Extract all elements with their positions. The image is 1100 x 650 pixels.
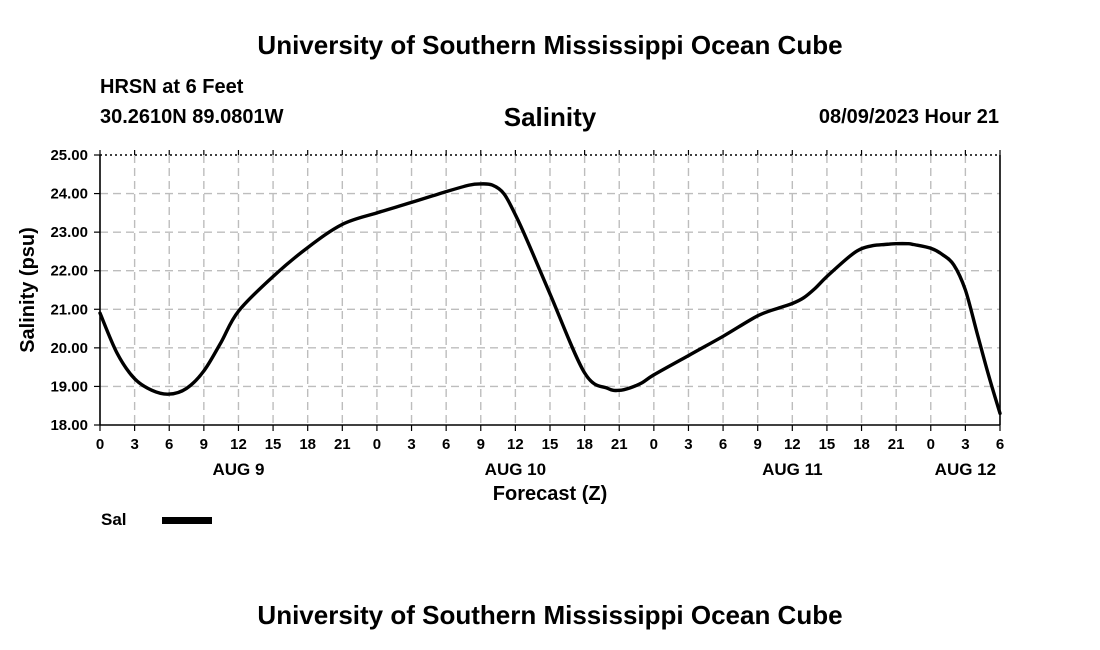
- x-axis-label: Forecast (Z): [493, 483, 607, 505]
- x-tick-label: 18: [853, 436, 870, 453]
- y-tick-label: 18.00: [50, 417, 88, 434]
- day-label: AUG 11: [762, 460, 822, 479]
- x-tick-label: 3: [407, 436, 415, 453]
- x-tick-label: 9: [200, 436, 208, 453]
- x-tick-label: 15: [542, 436, 559, 453]
- y-tick-label: 20.00: [50, 340, 88, 357]
- x-tick-label: 6: [442, 436, 450, 453]
- x-tick-label: 6: [165, 436, 173, 453]
- x-tick-label: 3: [961, 436, 969, 453]
- x-tick-label: 3: [684, 436, 692, 453]
- x-tick-label: 21: [334, 436, 351, 453]
- series-layer: [98, 182, 1002, 416]
- grid-layer: [100, 155, 1000, 425]
- x-tick-label: 0: [373, 436, 381, 453]
- x-tick-label: 0: [927, 436, 935, 453]
- x-tick-label: 21: [888, 436, 905, 453]
- y-tick-label: 21.00: [50, 301, 88, 318]
- chart-title: Salinity: [503, 102, 597, 132]
- legend-label: Sal: [101, 510, 127, 529]
- y-tick-label: 23.00: [50, 224, 88, 241]
- day-label: AUG 10: [485, 460, 546, 479]
- y-axis-label: Salinity (psu): [17, 227, 39, 353]
- y-tick-label: 25.00: [50, 147, 88, 164]
- axes-layer: [94, 150, 1001, 431]
- x-tick-label: 3: [130, 436, 138, 453]
- legend-swatch: [162, 517, 212, 524]
- y-tick-label: 24.00: [50, 186, 88, 203]
- series-line-sal: [98, 182, 1002, 416]
- station-name: HRSN at 6 Feet: [100, 76, 244, 98]
- x-tick-label: 9: [754, 436, 762, 453]
- x-tick-label: 15: [819, 436, 836, 453]
- x-tick-label: 6: [719, 436, 727, 453]
- station-coordinates: 30.2610N 89.0801W: [100, 106, 284, 128]
- y-tick-label: 19.00: [50, 378, 88, 395]
- x-tick-label: 6: [996, 436, 1004, 453]
- x-tick-label: 21: [611, 436, 628, 453]
- forecast-datetime: 08/09/2023 Hour 21: [818, 106, 999, 128]
- x-tick-label: 0: [650, 436, 658, 453]
- day-label: AUG 9: [212, 460, 264, 479]
- x-tick-label: 9: [477, 436, 485, 453]
- x-tick-label: 18: [576, 436, 593, 453]
- y-tick-label: 22.00: [50, 263, 88, 280]
- x-tick-label: 15: [265, 436, 282, 453]
- x-tick-label: 12: [507, 436, 524, 453]
- x-tick-label: 0: [96, 436, 104, 453]
- x-tick-label: 12: [784, 436, 801, 453]
- footer-title: University of Southern Mississippi Ocean…: [257, 600, 843, 630]
- label-layer: Forecast (Z) Salinity (psu) 0 3 6 9 12 15 18 21…: [17, 147, 1004, 505]
- x-tick-label: 12: [230, 436, 247, 453]
- day-label: AUG 12: [935, 460, 996, 479]
- x-tick-label: 18: [299, 436, 316, 453]
- main-title: University of Southern Mississippi Ocean…: [257, 30, 843, 60]
